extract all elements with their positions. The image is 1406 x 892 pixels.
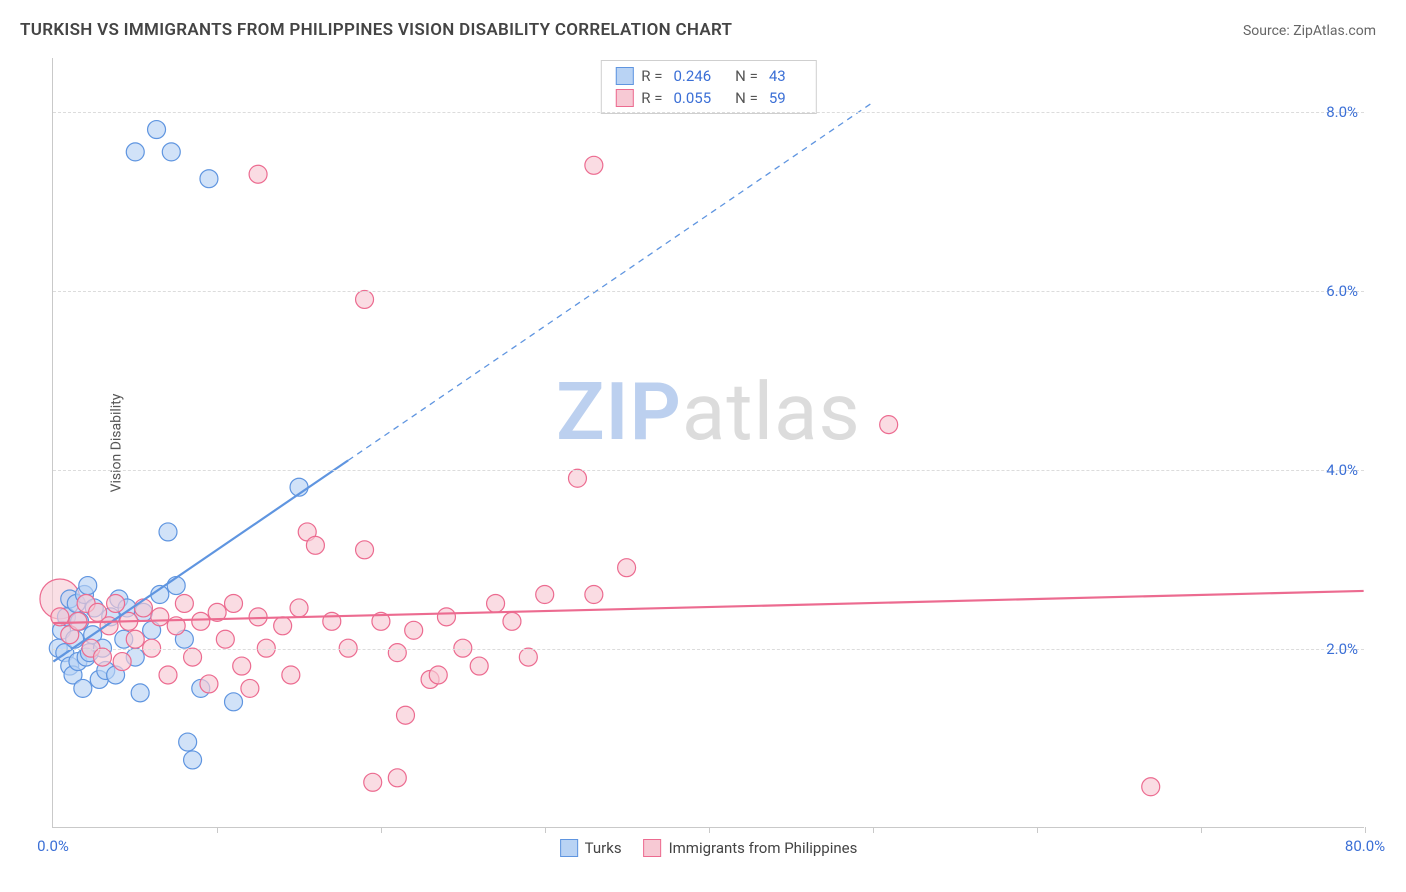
- chart-title: TURKISH VS IMMIGRANTS FROM PHILIPPINES V…: [20, 20, 732, 40]
- swatch-turks: [560, 839, 578, 857]
- series-legend: Turks Immigrants from Philippines: [560, 839, 858, 857]
- legend-item-philippines: Immigrants from Philippines: [644, 839, 858, 857]
- legend-item-turks: Turks: [560, 839, 622, 857]
- legend-row-turks: R = 0.246 N = 43: [615, 65, 801, 87]
- chart-plot-area: Vision Disability ZIPatlas R = 0.246 N =…: [52, 58, 1364, 828]
- swatch-turks: [615, 67, 633, 85]
- y-tick-label: 6.0%: [1326, 282, 1358, 300]
- y-tick-label: 8.0%: [1326, 103, 1358, 121]
- swatch-philippines: [615, 89, 633, 107]
- source-attribution: Source: ZipAtlas.com: [1243, 23, 1376, 39]
- x-tick-label: 0.0%: [37, 837, 69, 855]
- correlation-legend: R = 0.246 N = 43 R = 0.055 N = 59: [600, 60, 816, 114]
- trend-lines-layer: [53, 58, 1364, 827]
- y-tick-label: 2.0%: [1326, 640, 1358, 658]
- legend-row-philippines: R = 0.055 N = 59: [615, 87, 801, 109]
- y-tick-label: 4.0%: [1326, 461, 1358, 479]
- swatch-philippines: [644, 839, 662, 857]
- x-tick-label: 80.0%: [1345, 837, 1385, 855]
